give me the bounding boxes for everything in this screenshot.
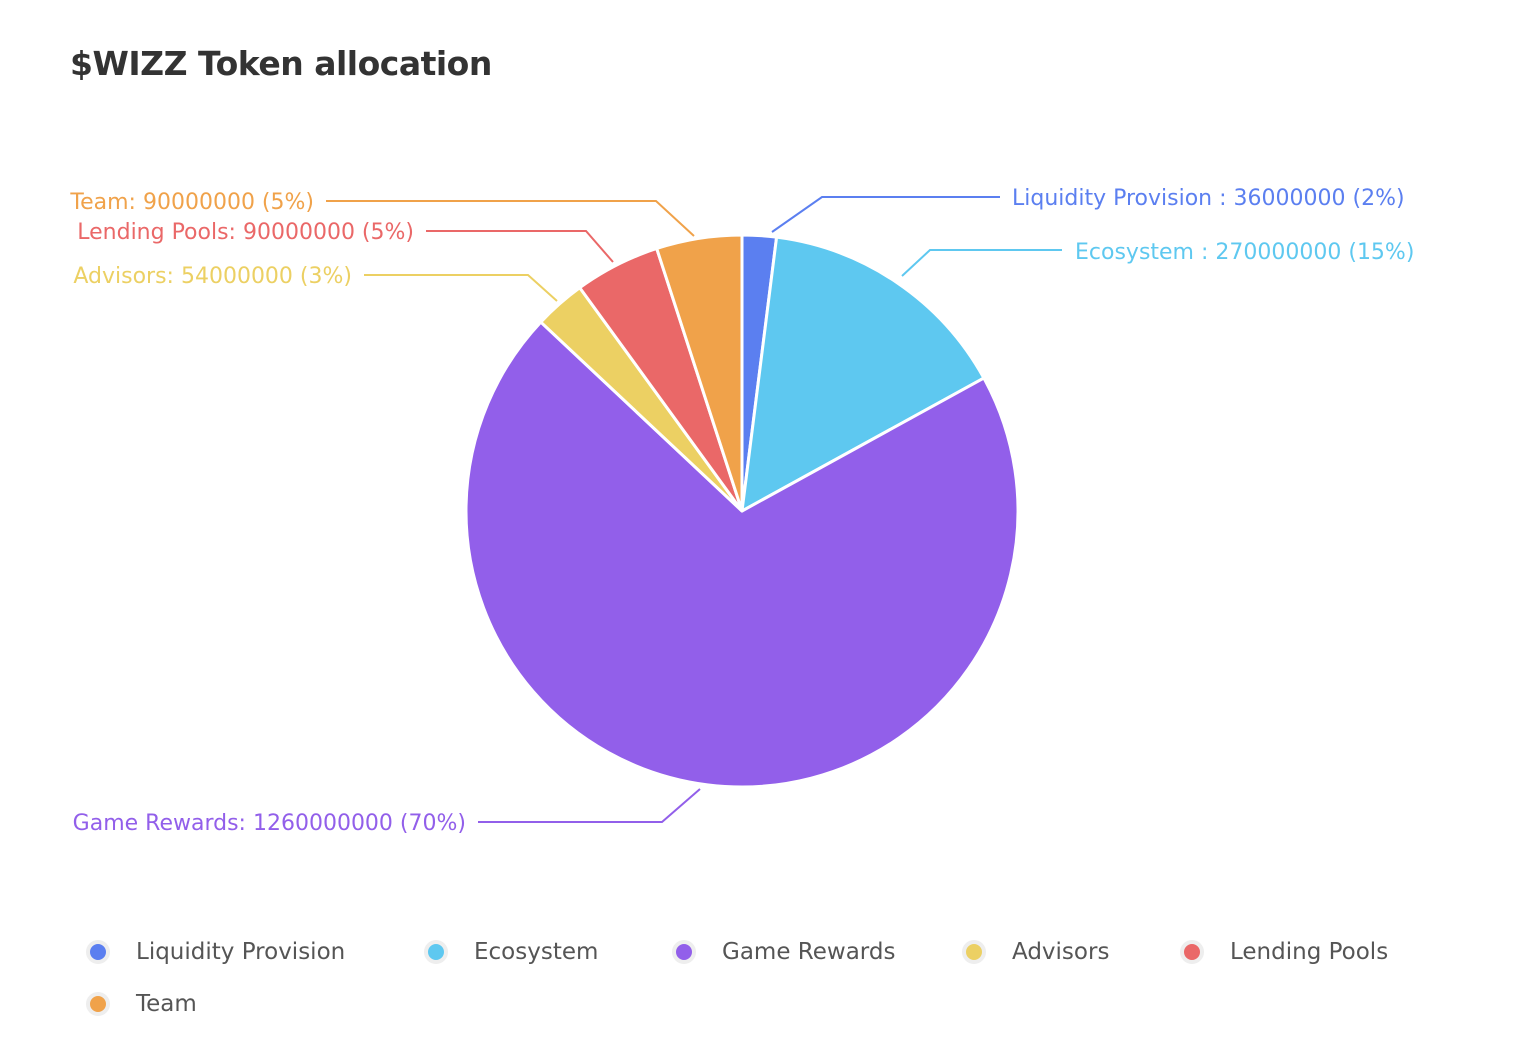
legend-dot-icon xyxy=(1180,940,1204,964)
legend-label: Team xyxy=(136,991,197,1017)
legend-item-liquidity-provision[interactable]: Liquidity Provision xyxy=(86,930,345,974)
label-line-liquidity-provision xyxy=(771,196,1000,233)
legend-item-ecosystem[interactable]: Ecosystem xyxy=(424,930,598,974)
label-line-advisors xyxy=(364,274,558,302)
legend-dot-icon xyxy=(962,940,986,964)
legend-label: Game Rewards xyxy=(722,939,896,965)
pie-slice-game-rewards[interactable] xyxy=(464,320,1020,789)
slice-label-ecosystem: Ecosystem : 270000000 (15%) xyxy=(1075,240,1414,265)
label-line-team xyxy=(326,200,695,237)
slice-label-game-rewards: Game Rewards: 1260000000 (70%) xyxy=(73,811,466,836)
legend-dot-icon xyxy=(86,940,110,964)
slice-label-advisors: Advisors: 54000000 (3%) xyxy=(73,264,352,289)
legend-label: Lending Pools xyxy=(1230,939,1389,965)
legend-item-game-rewards[interactable]: Game Rewards xyxy=(672,930,895,974)
legend-label: Liquidity Provision xyxy=(136,939,346,965)
legend-item-advisors[interactable]: Advisors xyxy=(962,930,1109,974)
label-line-lending-pools xyxy=(426,230,614,263)
chart-title: $WIZZ Token allocation xyxy=(70,44,492,83)
label-line-ecosystem xyxy=(901,249,1062,277)
legend-item-lending-pools[interactable]: Lending Pools xyxy=(1180,930,1388,974)
pie-slice-team[interactable] xyxy=(655,233,744,513)
legend-label: Advisors xyxy=(1012,939,1110,965)
legend-dot-icon xyxy=(86,992,110,1016)
slice-label-team: Team: 90000000 (5%) xyxy=(69,190,314,215)
slice-label-lending-pools: Lending Pools: 90000000 (5%) xyxy=(77,220,414,245)
legend-dot-icon xyxy=(672,940,696,964)
label-line-game-rewards xyxy=(478,788,701,823)
pie-slice-ecosystem[interactable] xyxy=(740,235,986,513)
legend-label: Ecosystem xyxy=(474,939,599,965)
slice-label-liquidity-provision: Liquidity Provision : 36000000 (2%) xyxy=(1012,186,1405,211)
legend-item-team[interactable]: Team xyxy=(86,982,197,1026)
legend-dot-icon xyxy=(424,940,448,964)
pie-chart: Liquidity Provision : 36000000 (2%) Ecosy… xyxy=(69,186,1414,836)
